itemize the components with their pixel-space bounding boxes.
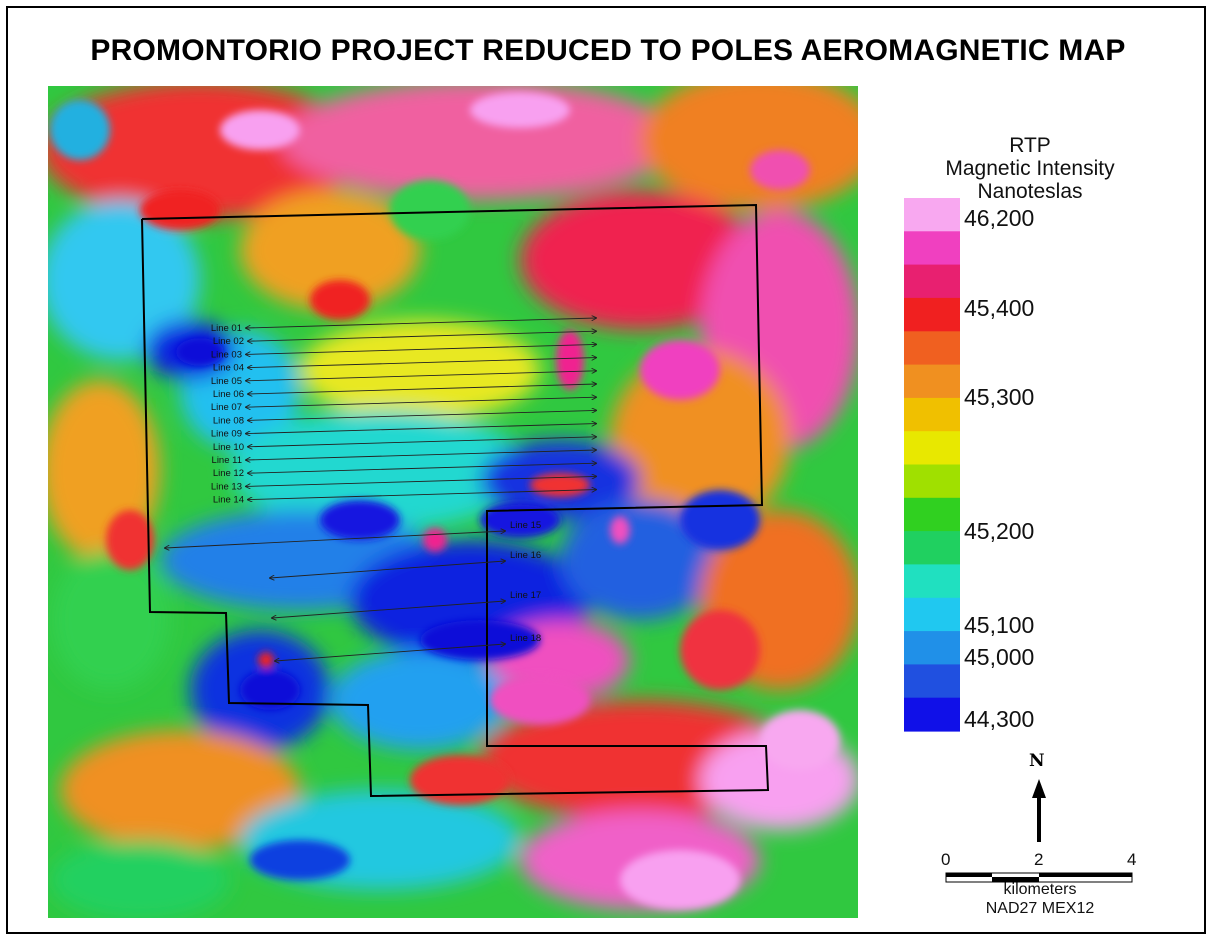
legend-color-swatch	[904, 697, 960, 732]
legend-color-swatch	[904, 497, 960, 532]
legend-tick-label: 45,400	[964, 295, 1035, 321]
legend-heading-line: Magnetic Intensity	[945, 157, 1115, 180]
legend-color-swatch	[904, 364, 960, 399]
survey-line-label: Line 16	[510, 550, 541, 561]
project-boundary	[141, 203, 770, 798]
survey-line-label: Line 12	[213, 468, 244, 479]
survey-line	[248, 410, 596, 420]
north-arrow-icon	[1032, 779, 1046, 842]
survey-line	[248, 490, 596, 500]
survey-line-label: Line 14	[213, 495, 244, 506]
magnetic-intensity-raster	[48, 86, 858, 918]
survey-line-label: Line 06	[213, 389, 244, 400]
legend-tick-label: 45,300	[964, 384, 1035, 410]
survey-line	[246, 318, 596, 328]
legend-tick-label: 45,100	[964, 612, 1035, 638]
survey-line	[246, 344, 596, 354]
survey-line	[248, 463, 596, 473]
survey-line-label: Line 10	[213, 442, 244, 453]
legend-color-swatch	[904, 564, 960, 599]
map-title: PROMONTORIO PROJECT REDUCED TO POLES AER…	[90, 34, 1126, 67]
survey-line-label: Line 04	[213, 363, 244, 374]
legend-color-swatch	[904, 631, 960, 665]
scale-bar	[945, 872, 1133, 883]
legend-color-swatch	[904, 431, 960, 466]
legend-color-ramp	[904, 198, 960, 732]
survey-line	[248, 331, 596, 341]
legend-heading-line: Nanoteslas	[977, 180, 1083, 203]
legend-tick-label: 45,200	[964, 518, 1035, 544]
legend-color-swatch	[904, 331, 960, 366]
survey-line-label: Line 02	[213, 336, 244, 347]
legend-color-swatch	[904, 531, 960, 565]
survey-line-label: Line 13	[211, 481, 242, 492]
survey-line	[248, 437, 596, 447]
survey-line-label: Line 18	[510, 633, 541, 644]
survey-lines-east: Line 15 Line 16 Line 17 Line 18	[165, 520, 541, 661]
survey-line-label: Line 07	[211, 402, 242, 413]
survey-line	[246, 397, 596, 407]
legend-color-swatch	[904, 297, 960, 332]
survey-line	[165, 531, 505, 548]
survey-line	[246, 476, 596, 486]
survey-line	[246, 424, 596, 434]
survey-line-label: Line 15	[510, 520, 541, 531]
legend-heading-line: RTP	[1009, 134, 1051, 157]
survey-line-label: Line 01	[211, 323, 242, 334]
survey-lines-west: Line 01 Line 02 Line 03 Line 04 Line 05 Line …	[211, 318, 596, 506]
survey-line	[246, 371, 596, 381]
legend-color-swatch	[904, 597, 960, 632]
scale-datum-label: NAD27 MEX12	[985, 900, 1095, 917]
scale-tick-label: 4	[1127, 850, 1137, 869]
scale-unit-label: kilometers	[1003, 881, 1077, 898]
survey-line-label: Line 09	[211, 429, 242, 440]
survey-line	[248, 358, 596, 368]
survey-line-label: Line 11	[212, 455, 242, 466]
survey-line	[272, 601, 505, 618]
scale-tick-label: 0	[941, 850, 951, 869]
legend-color-swatch	[904, 397, 960, 432]
survey-line	[270, 561, 505, 578]
legend-color-swatch	[904, 664, 960, 699]
survey-line	[248, 384, 596, 394]
survey-line-label: Line 03	[211, 349, 242, 360]
legend-color-swatch	[904, 198, 960, 232]
survey-line-label: Line 05	[211, 376, 242, 387]
survey-line	[246, 450, 596, 460]
legend-tick-label: 46,200	[964, 205, 1035, 231]
legend-color-swatch	[904, 231, 960, 266]
legend-color-swatch	[904, 464, 960, 499]
legend-tick-label: 45,000	[964, 644, 1035, 670]
north-label: N	[1029, 751, 1045, 771]
survey-line-label: Line 17	[510, 590, 541, 601]
legend-color-swatch	[904, 264, 960, 299]
survey-line-label: Line 08	[213, 415, 244, 426]
survey-line	[275, 644, 505, 661]
scale-tick-label: 2	[1034, 850, 1044, 869]
legend-tick-label: 44,300	[964, 706, 1035, 732]
